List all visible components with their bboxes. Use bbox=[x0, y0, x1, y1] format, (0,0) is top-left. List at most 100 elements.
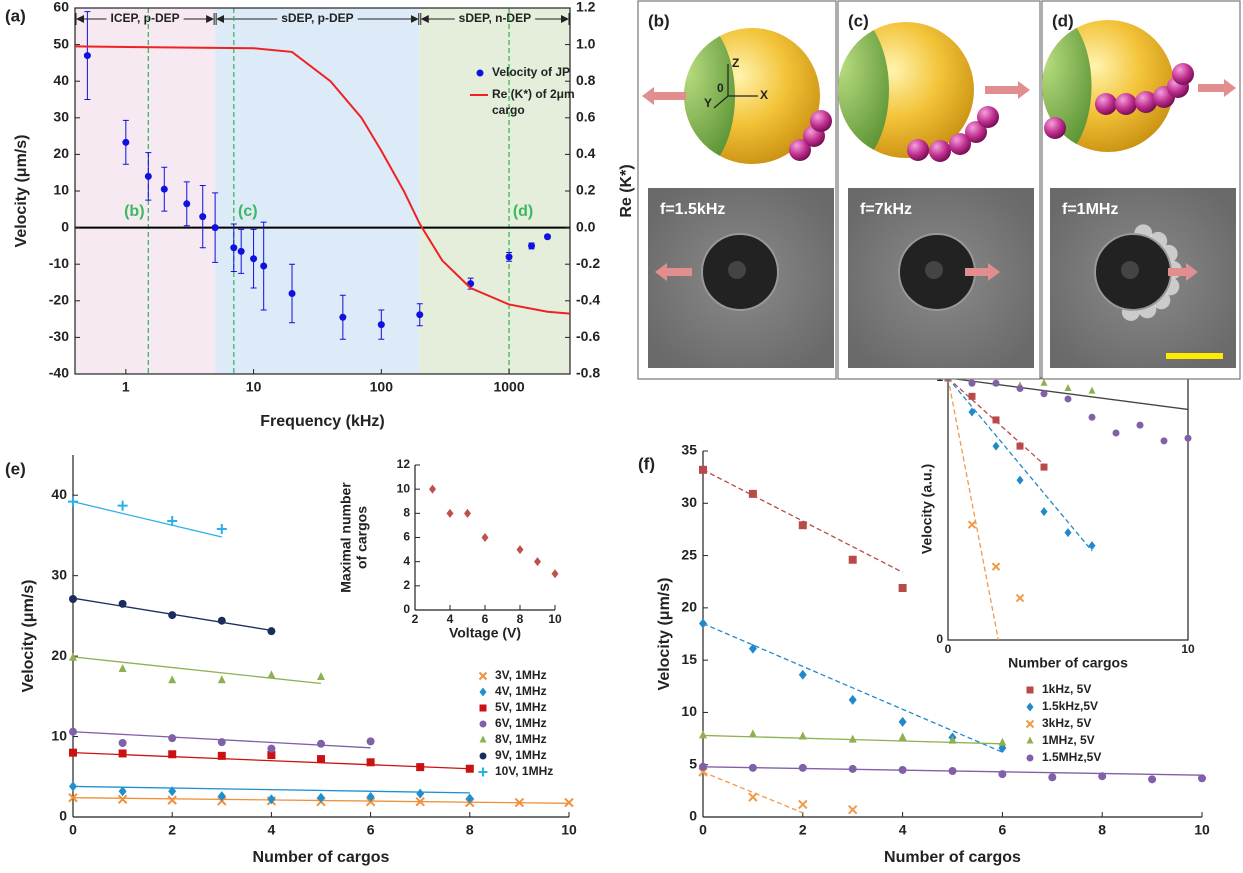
axis-origin: 0 bbox=[717, 81, 724, 95]
point bbox=[416, 788, 425, 799]
y2-tick-label: 0.4 bbox=[576, 145, 596, 161]
point bbox=[848, 764, 857, 773]
point bbox=[68, 496, 78, 507]
legend-swatch bbox=[479, 735, 487, 743]
y-tick-label: -20 bbox=[49, 292, 69, 308]
y-tick-label: 10 bbox=[51, 727, 67, 743]
legend-label: Velocity of JP bbox=[492, 65, 570, 79]
legend-label: 9V, 1MHz bbox=[495, 748, 547, 762]
point bbox=[168, 675, 177, 684]
point bbox=[748, 729, 757, 738]
legend-swatch bbox=[476, 69, 484, 77]
point bbox=[317, 792, 325, 803]
point bbox=[748, 763, 757, 772]
point bbox=[167, 515, 178, 526]
point bbox=[1098, 772, 1107, 781]
point bbox=[464, 508, 471, 518]
x-tick-label: 6 bbox=[999, 822, 1007, 838]
frequency-label: f=1.5kHz bbox=[660, 201, 725, 218]
motion-arrow bbox=[655, 263, 692, 281]
point bbox=[948, 766, 957, 775]
point bbox=[1088, 541, 1096, 551]
point bbox=[288, 289, 296, 297]
fit-line bbox=[72, 656, 322, 685]
cargo bbox=[1095, 93, 1117, 115]
x-tick-label: 8 bbox=[517, 612, 524, 626]
y-tick-label: 50 bbox=[53, 35, 69, 51]
point bbox=[1184, 434, 1192, 442]
y-tick-label: 5 bbox=[689, 755, 697, 771]
y2-tick-label: 0.0 bbox=[576, 218, 596, 234]
y-tick-label: 25 bbox=[681, 546, 697, 562]
y-tick-label: 6 bbox=[403, 530, 410, 544]
point bbox=[122, 138, 130, 146]
point bbox=[848, 694, 857, 705]
point bbox=[1064, 383, 1072, 391]
point bbox=[998, 770, 1007, 779]
point bbox=[898, 765, 907, 774]
point bbox=[998, 737, 1007, 746]
point bbox=[748, 643, 757, 654]
motion-arrow bbox=[965, 263, 1000, 281]
cargo bbox=[929, 140, 951, 162]
point bbox=[748, 792, 758, 802]
x-tick-label: 1 bbox=[122, 379, 130, 395]
janus-cap bbox=[684, 28, 736, 164]
legend-swatch bbox=[1026, 736, 1034, 744]
x-tick-label: 0 bbox=[945, 642, 952, 656]
particle-center bbox=[728, 261, 746, 279]
point bbox=[1198, 774, 1206, 783]
point bbox=[992, 441, 1000, 451]
y2-tick-label: -0.8 bbox=[576, 365, 600, 381]
fit-line bbox=[702, 622, 1003, 753]
y2-tick-label: -0.4 bbox=[576, 292, 600, 308]
y-axis-label: Velocity (a.u.) bbox=[919, 464, 935, 554]
curve bbox=[74, 45, 571, 315]
y2-tick-label: 0.2 bbox=[576, 182, 596, 198]
point bbox=[798, 763, 807, 772]
point bbox=[699, 618, 707, 629]
y-tick-label: 20 bbox=[681, 599, 697, 615]
x-tick-label: 4 bbox=[447, 612, 454, 626]
axis-z: Z bbox=[732, 56, 739, 70]
point bbox=[1148, 775, 1157, 784]
y-tick-label: -30 bbox=[49, 328, 69, 344]
particle-center bbox=[925, 261, 943, 279]
y-tick-label: 10 bbox=[53, 182, 69, 198]
region bbox=[215, 8, 420, 374]
point bbox=[516, 545, 524, 555]
legend-label: 10V, 1MHz bbox=[495, 764, 553, 778]
y-tick-label: 35 bbox=[681, 442, 697, 458]
x-tick-label: 10 bbox=[246, 379, 262, 395]
point bbox=[183, 200, 191, 208]
point bbox=[798, 521, 807, 530]
marker-label: (b) bbox=[124, 203, 144, 220]
legend-label: 1.5MHz,5V bbox=[1042, 750, 1101, 764]
y2-tick-label: 0.6 bbox=[576, 109, 596, 125]
point bbox=[267, 670, 276, 679]
legend-label: 4V, 1MHz bbox=[495, 684, 547, 698]
y-tick-label: -10 bbox=[49, 255, 69, 271]
point bbox=[317, 755, 325, 764]
legend-label: 1.5kHz,5V bbox=[1042, 699, 1098, 713]
point bbox=[968, 392, 976, 400]
point bbox=[534, 557, 541, 567]
legend-swatch bbox=[478, 767, 488, 777]
y-tick-label: 30 bbox=[53, 109, 69, 125]
point bbox=[1064, 528, 1072, 538]
cargo bbox=[1044, 117, 1066, 139]
point bbox=[217, 616, 226, 625]
point bbox=[168, 750, 177, 759]
janus-cap bbox=[838, 22, 890, 158]
point bbox=[118, 663, 127, 672]
point bbox=[168, 786, 177, 797]
particle-center bbox=[1121, 261, 1139, 279]
point bbox=[217, 751, 226, 760]
region bbox=[419, 8, 570, 374]
x-tick-label: 8 bbox=[466, 822, 474, 838]
marker-label: (c) bbox=[238, 203, 258, 220]
point bbox=[416, 763, 425, 772]
point bbox=[1015, 593, 1025, 603]
x-tick-label: 2 bbox=[168, 822, 176, 838]
